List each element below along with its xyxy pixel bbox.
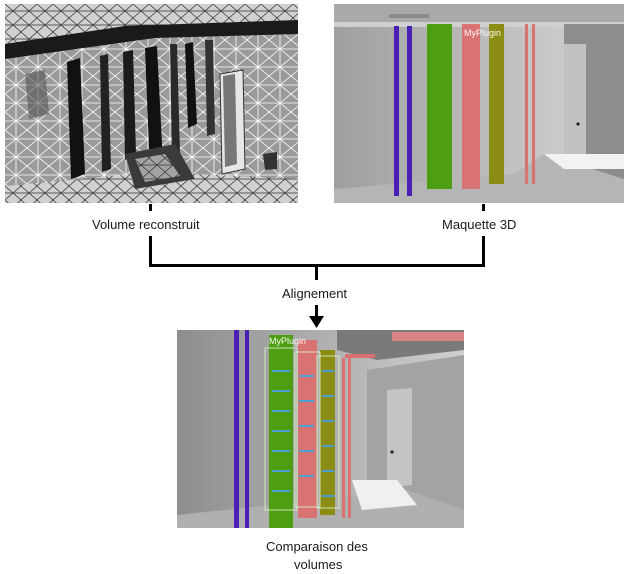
comparison-image: MyPlugin xyxy=(177,330,464,528)
comparison-plugin-overlay: MyPlugin xyxy=(269,336,307,346)
reconstructed-volume-label: Volume reconstruit xyxy=(92,217,200,232)
reconstructed-volume-image xyxy=(5,4,298,203)
connector-left-tick xyxy=(149,204,152,211)
comparison-label-line2: volumes xyxy=(294,557,343,572)
connector-center-drop xyxy=(315,266,318,280)
arrow-down-icon xyxy=(309,316,324,328)
model-3d-image: MyPlugin xyxy=(334,4,624,203)
connector-horizontal xyxy=(149,264,485,267)
model-3d-label: Maquette 3D xyxy=(442,217,517,232)
alignment-label: Alignement xyxy=(282,286,348,301)
comparison-label-line1: Comparaison des xyxy=(266,539,368,554)
connector-left-drop xyxy=(149,236,152,266)
connector-right-drop xyxy=(482,236,485,266)
arrow-shaft xyxy=(315,305,318,319)
connector-right-tick xyxy=(482,204,485,211)
model-plugin-overlay: MyPlugin xyxy=(464,28,502,38)
